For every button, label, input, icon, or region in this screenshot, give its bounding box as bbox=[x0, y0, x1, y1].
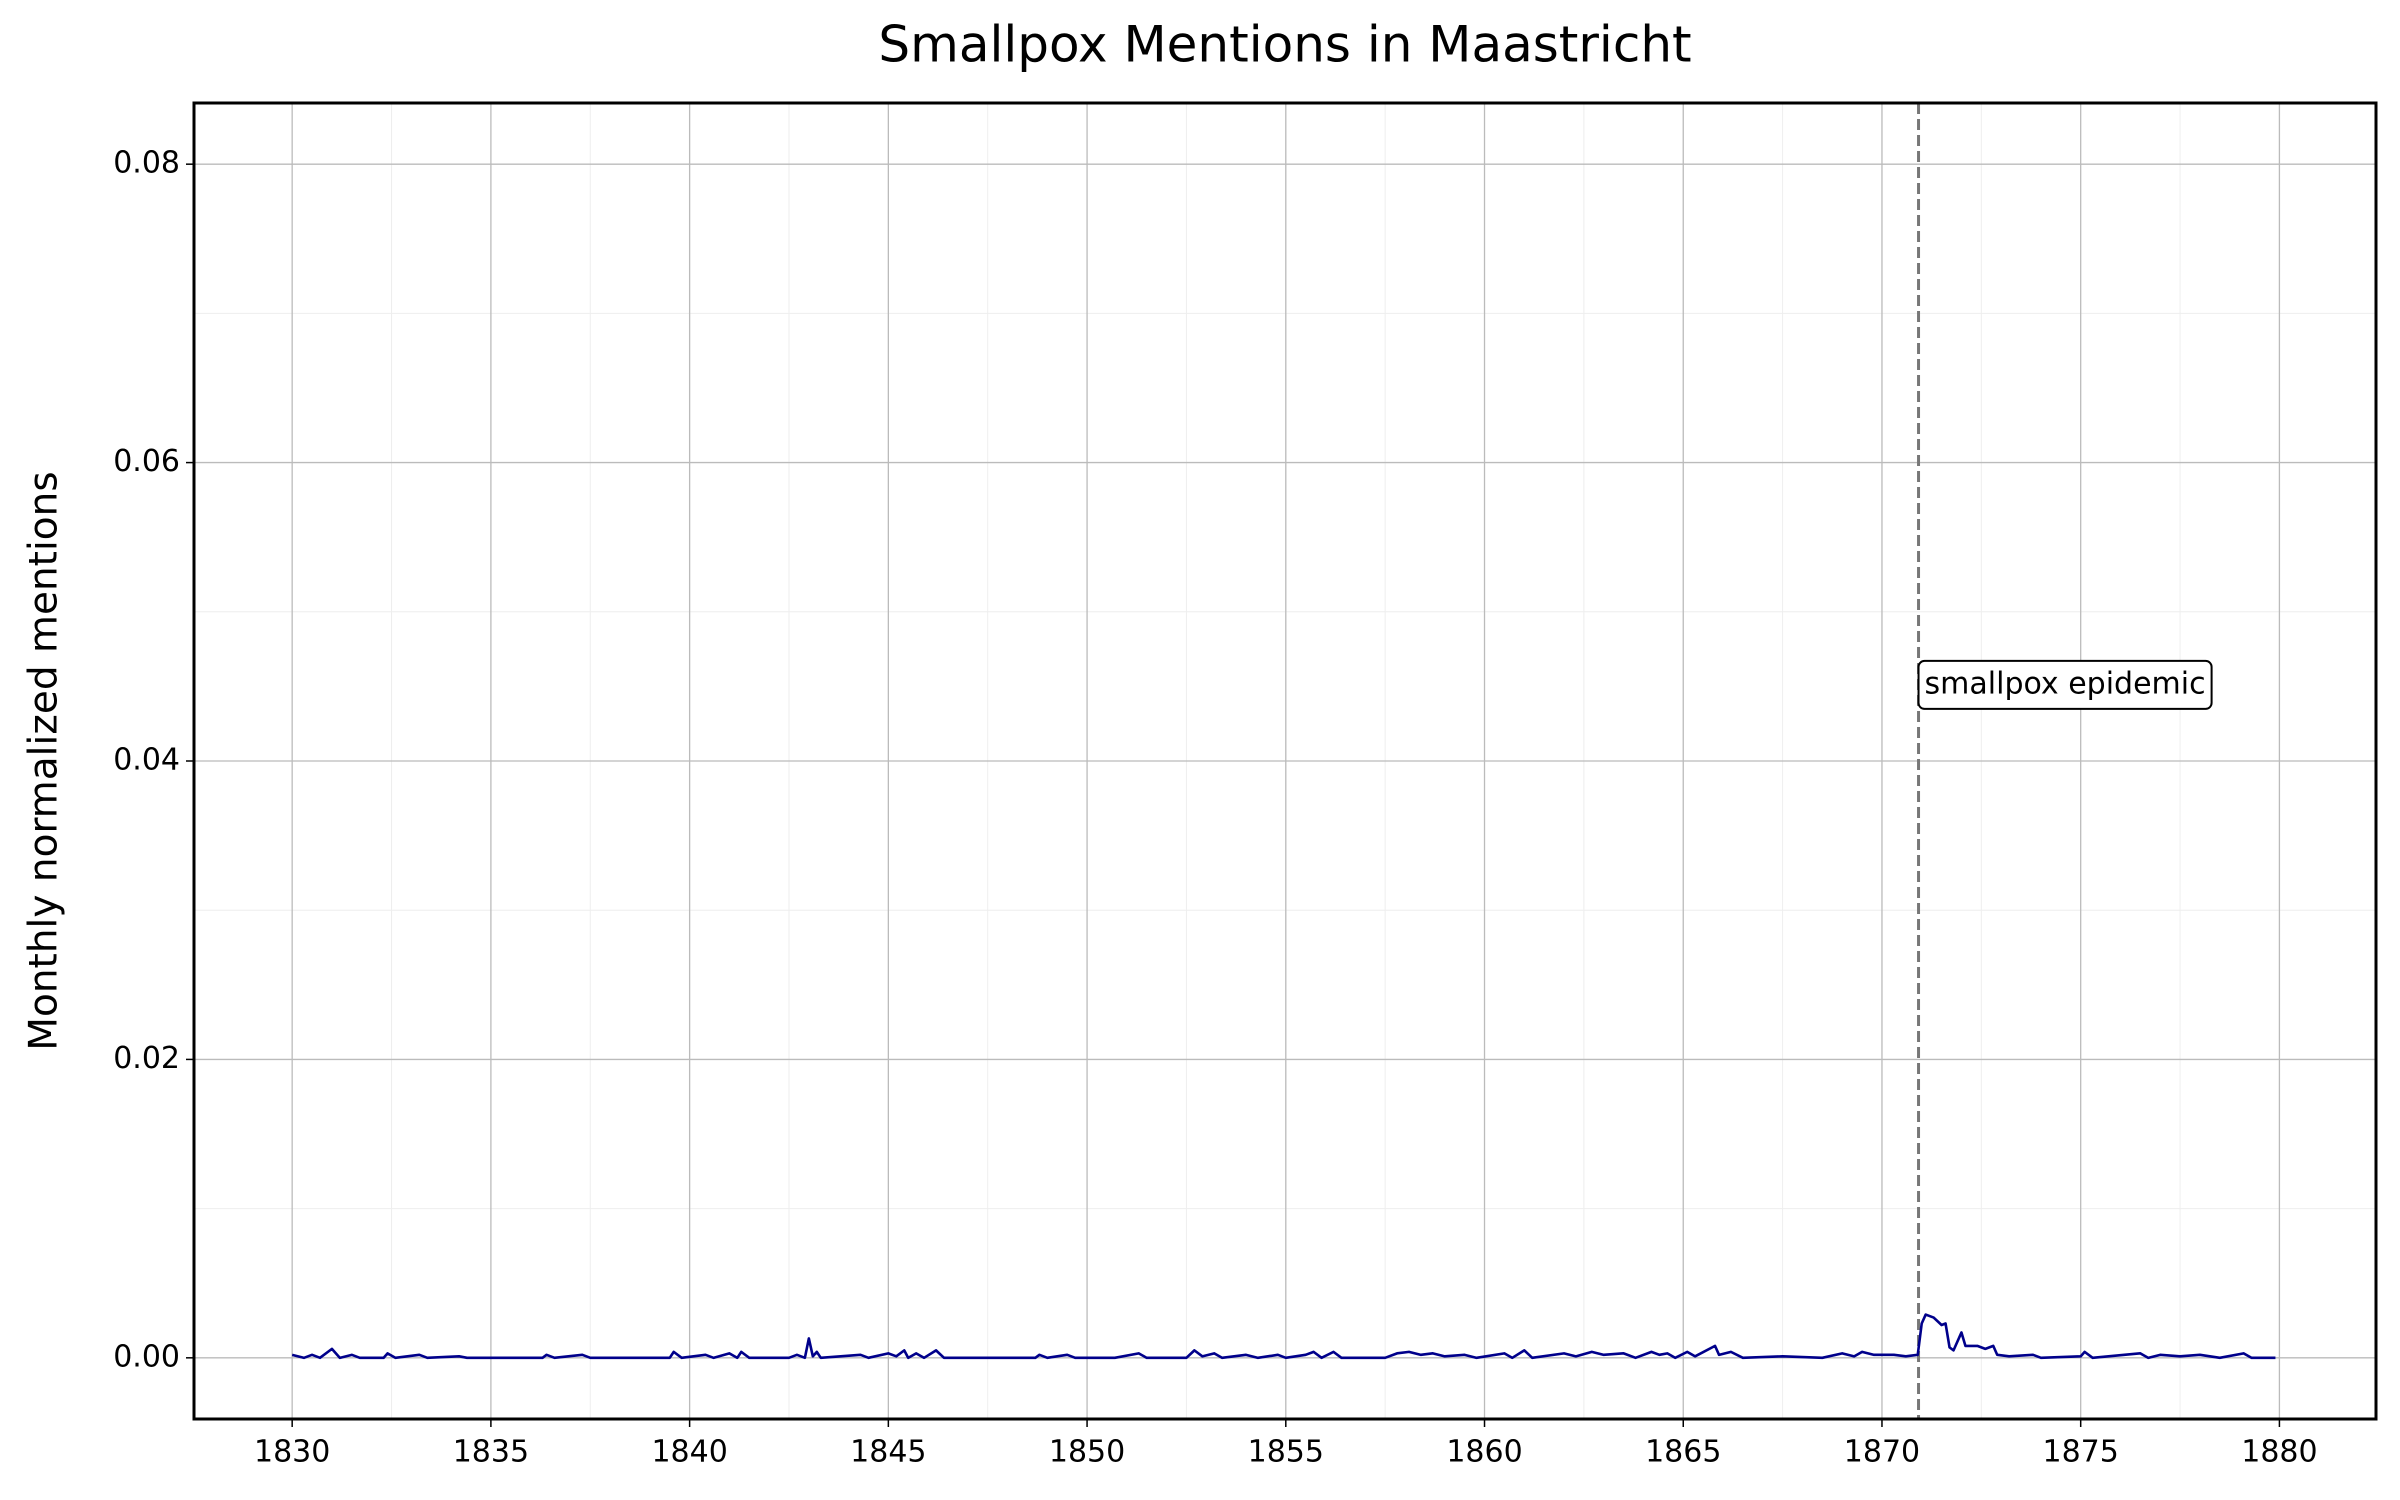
x-tick-label: 1850 bbox=[1049, 1435, 1125, 1470]
x-tick-label: 1845 bbox=[850, 1435, 926, 1470]
plot-frame bbox=[192, 101, 2378, 1421]
annotation-box bbox=[1917, 659, 2213, 710]
x-tick-label: 1840 bbox=[651, 1435, 727, 1470]
series-line bbox=[291, 1313, 2276, 1360]
chart-title: Smallpox Mentions in Maastricht bbox=[878, 16, 1691, 74]
x-tick-label: 1875 bbox=[2043, 1435, 2119, 1470]
x-tick-label: 1835 bbox=[453, 1435, 529, 1470]
x-tick-label: 1880 bbox=[2241, 1435, 2317, 1470]
x-tick-label: 1855 bbox=[1248, 1435, 1324, 1470]
y-tick-label: 0.00 bbox=[113, 1339, 180, 1374]
y-tick-label: 0.04 bbox=[113, 743, 180, 778]
x-tick-label: 1870 bbox=[1844, 1435, 1920, 1470]
x-tick-label: 1860 bbox=[1446, 1435, 1522, 1470]
y-tick-label: 0.02 bbox=[113, 1041, 180, 1076]
annotation-label: smallpox epidemic bbox=[1925, 666, 2206, 701]
x-tick-label: 1830 bbox=[254, 1435, 330, 1470]
x-tick-label: 1865 bbox=[1645, 1435, 1721, 1470]
y-tick-label: 0.08 bbox=[113, 146, 180, 181]
y-tick-label: 0.06 bbox=[113, 444, 180, 479]
y-axis-label: Monthly normalized mentions bbox=[22, 471, 67, 1050]
